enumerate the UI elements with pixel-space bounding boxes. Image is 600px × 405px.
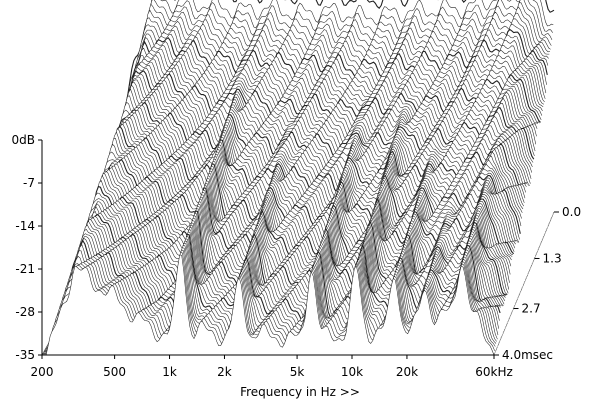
- x-tick-label: 60kHz: [475, 365, 513, 379]
- time-tick-label: 4.0msec: [502, 348, 553, 362]
- x-tick-label: 200: [31, 365, 54, 379]
- decay-slice-line: [115, 12, 550, 145]
- decay-slice-line: [92, 110, 533, 240]
- decay-slice-line: [107, 58, 544, 189]
- x-axis-label: Frequency in Hz >>: [240, 385, 360, 399]
- decay-slice-line: [117, 2, 551, 143]
- decay-slice-line: [119, 0, 553, 137]
- decay-slice-line: [84, 128, 527, 247]
- decay-slice-line: [42, 254, 495, 356]
- decay-slice-line: [86, 124, 528, 240]
- decay-slice-line: [73, 167, 518, 286]
- decay-slice-line: [42, 252, 495, 354]
- decay-slice-line: [58, 212, 507, 327]
- decay-slice-line: [101, 79, 539, 194]
- decay-slice-line: [43, 249, 496, 353]
- decay-slice-line: [88, 119, 530, 243]
- time-tick-label: 1.3: [543, 251, 562, 265]
- decay-slice-line: [120, 0, 554, 131]
- decay-slice-line: [92, 107, 533, 234]
- time-tick-label: 0.0: [562, 205, 581, 219]
- decay-slice-line: [114, 18, 549, 151]
- decay-slice-line: [69, 174, 516, 294]
- y-tick-label: -14: [15, 219, 35, 233]
- decay-slice-line: [102, 73, 540, 195]
- decay-slice-line: [72, 168, 518, 287]
- decay-slice-line: [64, 196, 512, 310]
- decay-slice-line: [56, 217, 506, 330]
- decay-slice-fill: [42, 254, 494, 355]
- decay-slice-line: [87, 122, 529, 241]
- axes: [41, 140, 494, 356]
- decay-slice-line: [89, 116, 530, 245]
- decay-slice-line: [116, 6, 551, 143]
- x-tick-label: 5k: [290, 365, 305, 379]
- decay-slice-line: [77, 157, 522, 281]
- decay-slice-line: [70, 172, 516, 292]
- x-tick-label: 500: [103, 365, 126, 379]
- decay-slice-line: [76, 158, 521, 287]
- decay-slice-line: [74, 165, 519, 288]
- decay-slice-line: [78, 155, 522, 274]
- y-tick-labels: 0dB -7 -14 -21 -28 -35: [12, 133, 42, 362]
- y-tick-label: -28: [15, 305, 35, 319]
- x-tick-label: 10k: [341, 365, 363, 379]
- decay-slices: [42, 0, 555, 356]
- decay-slice-line: [71, 170, 517, 289]
- decay-slice-line: [106, 61, 543, 193]
- decay-slice-line: [93, 104, 534, 229]
- decay-slice-line: [103, 69, 541, 197]
- decay-slice-line: [118, 0, 552, 142]
- x-tick-label: 1k: [162, 365, 177, 379]
- decay-slice-line: [75, 161, 520, 289]
- decay-slice-line: [63, 199, 511, 317]
- decay-slice-line: [90, 114, 531, 246]
- time-tick-label: 2.7: [522, 302, 541, 316]
- decay-slice-line: [100, 82, 538, 198]
- decay-slice-line: [91, 112, 532, 245]
- x-tick-label: 20k: [396, 365, 418, 379]
- decay-slice-line: [104, 66, 542, 198]
- x-tick-label: 2k: [217, 365, 232, 379]
- decay-slice-line: [79, 152, 523, 267]
- decay-slice-line: [113, 23, 549, 159]
- decay-slice-line: [57, 215, 506, 328]
- decay-slice-line: [108, 54, 545, 185]
- y-tick-label: 0dB: [12, 133, 35, 147]
- x-tick-labels: 200 500 1k 2k 5k 10k 20k 60kHz: [31, 355, 513, 379]
- y-tick-label: -7: [23, 176, 35, 190]
- y-tick-label: -35: [15, 348, 35, 362]
- decay-slice-line: [58, 210, 507, 325]
- decay-slice-line: [105, 64, 543, 196]
- time-tick-labels: 0.0 1.3 2.7 4.0msec: [494, 205, 581, 362]
- decay-slice-line: [75, 163, 520, 289]
- y-tick-label: -21: [15, 262, 35, 276]
- decay-slice-line: [101, 76, 540, 193]
- decay-slice-line: [119, 0, 553, 141]
- decay-slice-line: [85, 125, 528, 243]
